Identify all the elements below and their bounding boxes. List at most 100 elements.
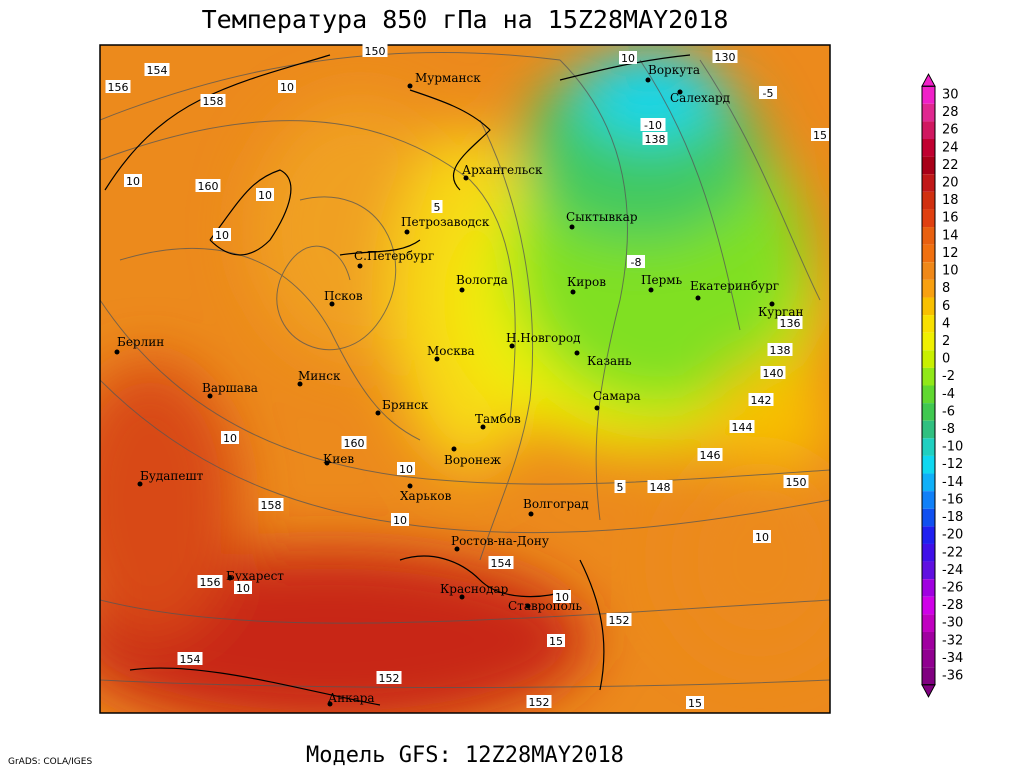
colorbar-swatch <box>922 508 935 527</box>
city-dot <box>375 410 381 416</box>
city-label: Ростов-на-Дону <box>451 534 549 548</box>
streamlines <box>100 52 830 688</box>
contour-label: 5 <box>617 481 624 494</box>
colorbar-swatch <box>922 139 935 157</box>
city-dot <box>677 89 683 95</box>
contour-label: 138 <box>770 344 791 357</box>
city-dot <box>525 603 531 609</box>
city-dot <box>451 446 457 452</box>
colorbar-label: 30 <box>942 88 959 103</box>
colorbar-swatch <box>922 596 935 615</box>
colorbar-swatch <box>922 579 935 597</box>
city-label: Киров <box>567 275 606 289</box>
city-label: Киев <box>323 452 354 466</box>
colorbar-swatch <box>922 473 935 492</box>
city-label: Будапешт <box>140 469 204 483</box>
colorbar-label: 0 <box>942 352 950 367</box>
colorbar-swatch <box>922 438 935 456</box>
city-label: Москва <box>427 344 475 358</box>
city-dot <box>648 287 654 293</box>
city-label: Сыктывкар <box>566 210 638 224</box>
city-dot <box>528 511 534 517</box>
colorbar-swatch <box>922 561 935 580</box>
colorbar-label: 10 <box>942 264 959 279</box>
contour-label-box <box>697 448 723 461</box>
colorbar-label: -8 <box>942 422 955 437</box>
colorbar-swatch <box>922 614 935 632</box>
city-dot <box>114 349 120 355</box>
colorbar-swatch <box>922 367 935 386</box>
colorbar-swatch <box>922 297 935 316</box>
colorbar: 302826242220181614121086420-2-4-6-8-10-1… <box>921 73 963 698</box>
colorbar-top-arrow <box>921 73 936 87</box>
contour-label-box <box>553 590 571 603</box>
colorbar-swatch <box>922 403 935 421</box>
city-dot <box>480 424 486 430</box>
colorbar-swatch <box>922 156 935 175</box>
city-label: Псков <box>324 289 363 303</box>
colorbar-label: -32 <box>942 633 963 648</box>
city-dot <box>594 405 600 411</box>
colorbar-label: 8 <box>942 281 950 296</box>
contour-label-box <box>642 132 668 145</box>
contour-label-box <box>256 188 274 201</box>
contour-label: 15 <box>549 635 563 648</box>
colorbar-swatch <box>922 191 935 210</box>
contour-label-box <box>811 128 829 141</box>
city-label: Пермь <box>641 273 683 287</box>
colorbar-label: 14 <box>942 228 959 243</box>
contour-label: 160 <box>198 180 219 193</box>
city-dot <box>297 381 303 387</box>
colorbar-swatch <box>922 103 935 122</box>
city-label: Екатеринбург <box>690 279 779 293</box>
contour-label-box <box>397 462 415 475</box>
colorbar-swatch <box>922 491 935 509</box>
city-dot <box>404 229 410 235</box>
contour-label-box <box>195 179 221 192</box>
colorbar-swatch <box>922 543 935 562</box>
contour-label-box <box>258 498 284 511</box>
contour-label: 140 <box>763 367 784 380</box>
city-dot <box>324 460 330 466</box>
city-dot <box>509 343 515 349</box>
colorbar-label: -14 <box>942 475 963 490</box>
contour-label: 152 <box>609 614 630 627</box>
colorbar-swatch <box>922 279 935 298</box>
contour-label-box <box>753 530 771 543</box>
city-label: Волгоград <box>523 497 589 511</box>
city-label: Ставрополь <box>508 599 582 613</box>
contour-label-box <box>488 556 514 569</box>
contour-label-box <box>627 255 645 268</box>
contour-label: 154 <box>491 557 512 570</box>
colorbar-frame <box>921 85 936 686</box>
colorbar-label: -10 <box>942 440 963 455</box>
city-label: Краснодар <box>440 582 509 596</box>
city-dot <box>207 393 213 399</box>
colorbar-swatch <box>922 262 935 280</box>
colorbar-swatch <box>922 350 935 368</box>
contour-label-box <box>200 94 226 107</box>
city-dot <box>569 224 575 230</box>
city-label: Тамбов <box>475 412 521 426</box>
colorbar-swatch <box>922 667 935 685</box>
contour-label-box <box>767 343 793 356</box>
city-label: Н.Новгород <box>506 331 581 345</box>
contour-label: 10 <box>215 229 229 242</box>
contour-label: -10 <box>644 119 662 132</box>
contour-label: 160 <box>344 437 365 450</box>
contour-label: 148 <box>650 481 671 494</box>
contour-label: 154 <box>147 64 168 77</box>
contour-label-box <box>712 50 738 63</box>
colorbar-label: -16 <box>942 492 963 507</box>
city-dot <box>769 301 775 307</box>
city-label: Анкара <box>328 691 375 705</box>
contour-label-box <box>783 475 809 488</box>
contour-label-box <box>278 80 296 93</box>
colorbar-swatch <box>922 526 935 544</box>
city-label: Самара <box>593 389 641 403</box>
city-label: Варшава <box>202 381 258 395</box>
contour-label-box <box>144 63 170 76</box>
colorbar-swatch <box>922 455 935 474</box>
colorbar-swatch <box>922 86 935 104</box>
colorbar-label: -34 <box>942 651 963 666</box>
